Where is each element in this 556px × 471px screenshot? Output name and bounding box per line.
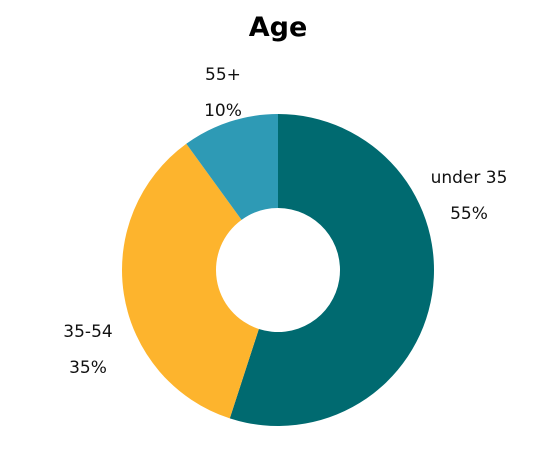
slice-category-label: 55+ <box>205 65 241 85</box>
slice-category-label: 35-54 <box>63 322 112 342</box>
slice-55 <box>186 114 278 220</box>
chart-title: Age <box>248 12 308 43</box>
slice-value-label: 10% <box>204 101 242 121</box>
slice-value-label: 35% <box>69 358 107 378</box>
slice-category-label: under 35 <box>431 168 508 188</box>
slice-value-label: 55% <box>450 204 488 224</box>
slice-under-35 <box>229 114 434 427</box>
slice-35-54 <box>121 143 259 419</box>
